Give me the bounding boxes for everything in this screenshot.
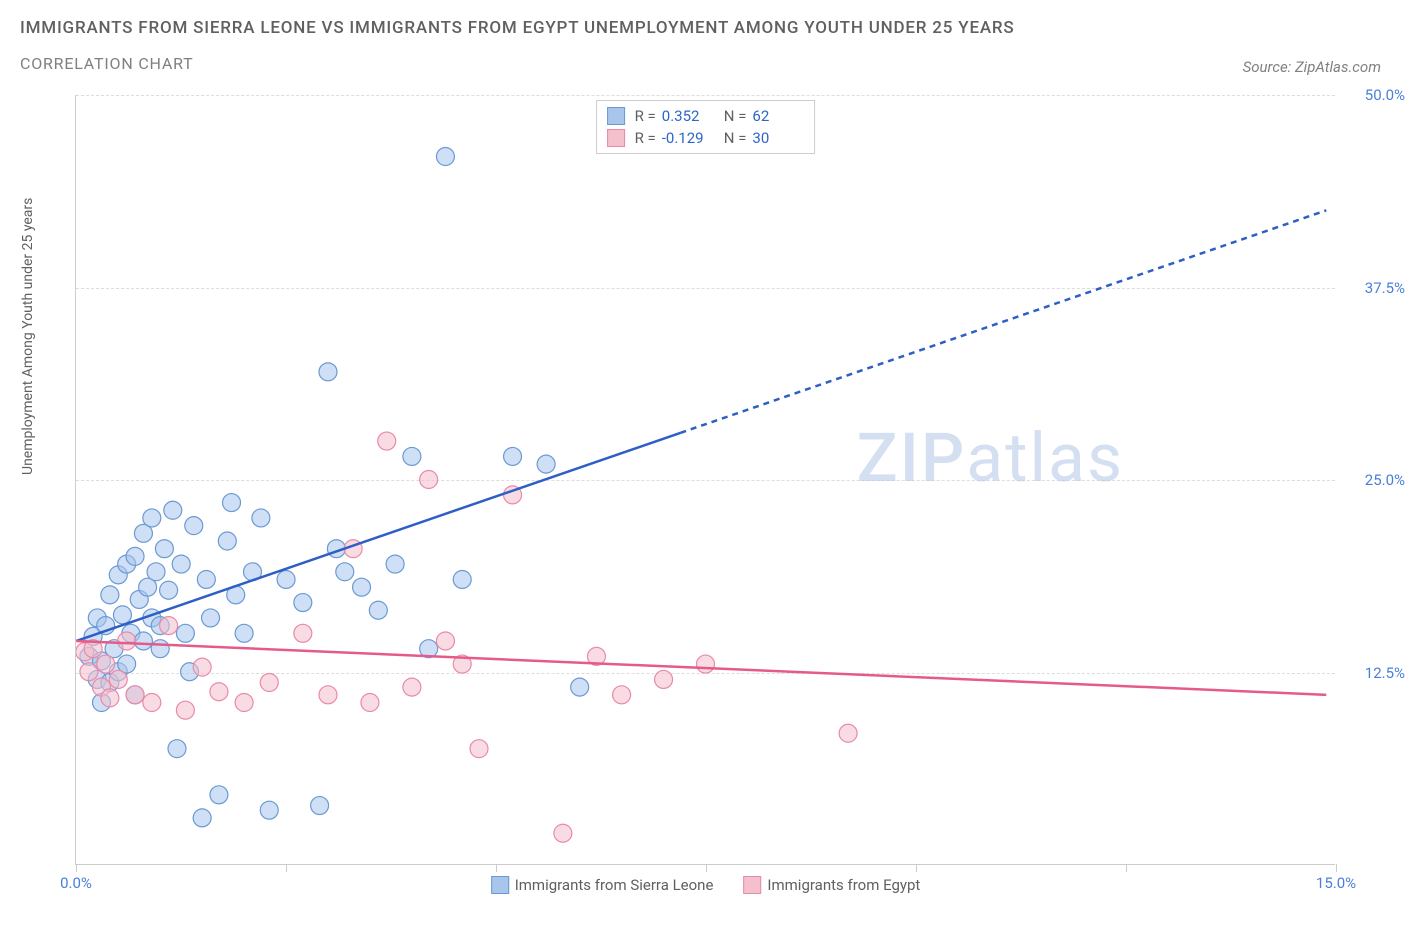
chart-container: Unemployment Among Youth under 25 years … — [20, 95, 1386, 905]
stats-row: R = 0.352 N = 62 — [607, 105, 805, 127]
stats-legend-box: R = 0.352 N = 62 R = -0.129 N = 30 — [596, 100, 816, 154]
y-tick-label: 50.0% — [1365, 86, 1405, 104]
stat-label: N = — [724, 107, 747, 125]
y-tick-label: 12.5% — [1365, 664, 1405, 682]
swatch-icon — [743, 876, 761, 894]
bottom-legend: Immigrants from Sierra Leone Immigrants … — [491, 876, 921, 894]
swatch-icon — [491, 876, 509, 894]
y-axis-label: Unemployment Among Youth under 25 years — [20, 198, 36, 475]
y-tick-label: 25.0% — [1365, 471, 1405, 489]
y-tick-label: 37.5% — [1365, 279, 1405, 297]
source-text: Source: ZipAtlas.com — [1243, 58, 1381, 76]
stat-value: 30 — [752, 129, 804, 147]
chart-subtitle: CORRELATION CHART — [20, 54, 1386, 73]
legend-label: Immigrants from Egypt — [767, 876, 920, 894]
stat-value: -0.129 — [662, 129, 714, 147]
stat-value: 0.352 — [662, 107, 714, 125]
plot-area: R = 0.352 N = 62 R = -0.129 N = 30 ZIPat… — [75, 95, 1335, 865]
stat-label: N = — [724, 129, 747, 147]
stats-row: R = -0.129 N = 30 — [607, 127, 805, 149]
swatch-icon — [607, 107, 625, 125]
scatter-svg — [76, 95, 1335, 864]
chart-title: IMMIGRANTS FROM SIERRA LEONE VS IMMIGRAN… — [20, 18, 1386, 38]
stat-label: R = — [635, 107, 656, 125]
x-tick-label: 15.0% — [1316, 874, 1356, 892]
x-tick-label: 0.0% — [60, 874, 92, 892]
stat-label: R = — [635, 129, 656, 147]
swatch-icon — [607, 129, 625, 147]
stat-value: 62 — [752, 107, 804, 125]
legend-label: Immigrants from Sierra Leone — [515, 876, 714, 894]
